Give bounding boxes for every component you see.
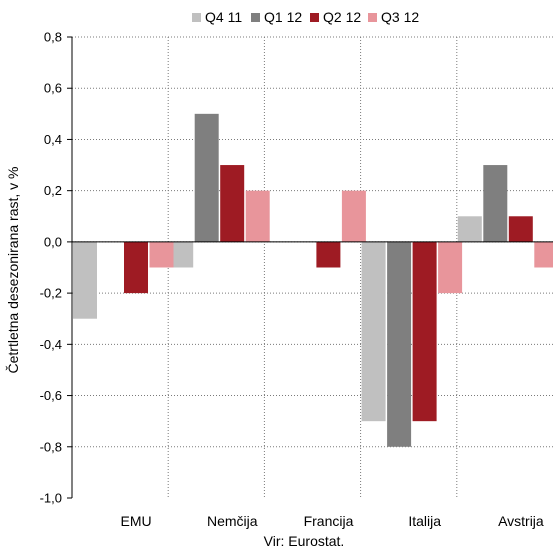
legend-swatch bbox=[310, 13, 319, 22]
y-tick-label: -0,2 bbox=[40, 286, 62, 301]
bar bbox=[438, 241, 463, 294]
bar bbox=[534, 241, 553, 268]
bar bbox=[73, 241, 97, 319]
y-tick-label: 0,6 bbox=[44, 81, 62, 96]
bar bbox=[412, 241, 437, 422]
legend-swatch bbox=[251, 13, 260, 22]
axes bbox=[71, 37, 553, 498]
bars bbox=[73, 113, 553, 447]
y-tick-label: -0,4 bbox=[40, 337, 62, 352]
bar bbox=[508, 216, 533, 242]
bar bbox=[483, 165, 508, 242]
y-tick-label: 0,4 bbox=[44, 132, 62, 147]
bar bbox=[220, 165, 245, 242]
y-tick-labels: 0,8 0,6 0,4 0,2 0,0 -0,2 -0,4 -0,6 -0,8 -1,0 bbox=[40, 30, 62, 506]
bar bbox=[387, 241, 412, 447]
y-tick-label: -1,0 bbox=[40, 491, 62, 506]
bar bbox=[149, 241, 174, 268]
bar bbox=[457, 216, 482, 242]
y-tick-label: -0,8 bbox=[40, 439, 62, 454]
category-labels: EMU Nemčija Francija Italija Avstrija bbox=[121, 513, 544, 529]
legend-swatch bbox=[368, 13, 377, 22]
y-tick-label: 0,0 bbox=[44, 234, 62, 249]
source-note: Vir: Eurostat. bbox=[264, 533, 345, 549]
legend-swatch bbox=[192, 13, 201, 22]
y-tick-label: -0,6 bbox=[40, 388, 62, 403]
bar bbox=[124, 241, 148, 294]
category-label: Avstrija bbox=[498, 513, 544, 529]
bar bbox=[361, 241, 386, 422]
y-axis-label: Četrtletna desezonirana rast, v % bbox=[5, 167, 21, 374]
category-label: EMU bbox=[121, 513, 152, 529]
legend-label: Q4 11 bbox=[205, 9, 242, 25]
legend-label: Q3 12 bbox=[381, 9, 419, 25]
y-tick-label: 0,2 bbox=[44, 183, 62, 198]
bar bbox=[341, 190, 366, 242]
category-label: Francija bbox=[304, 513, 354, 529]
legend-label: Q1 12 bbox=[264, 9, 302, 25]
category-label: Nemčija bbox=[207, 513, 258, 529]
bar bbox=[316, 241, 341, 268]
legend: Q4 11 Q1 12 Q2 12 Q3 12 bbox=[192, 9, 419, 25]
category-label: Italija bbox=[408, 513, 441, 529]
legend-label: Q2 12 bbox=[323, 9, 361, 25]
bar bbox=[194, 113, 219, 242]
category-separators bbox=[167, 37, 458, 498]
y-tick-label: 0,8 bbox=[44, 30, 62, 45]
bar bbox=[245, 190, 270, 242]
